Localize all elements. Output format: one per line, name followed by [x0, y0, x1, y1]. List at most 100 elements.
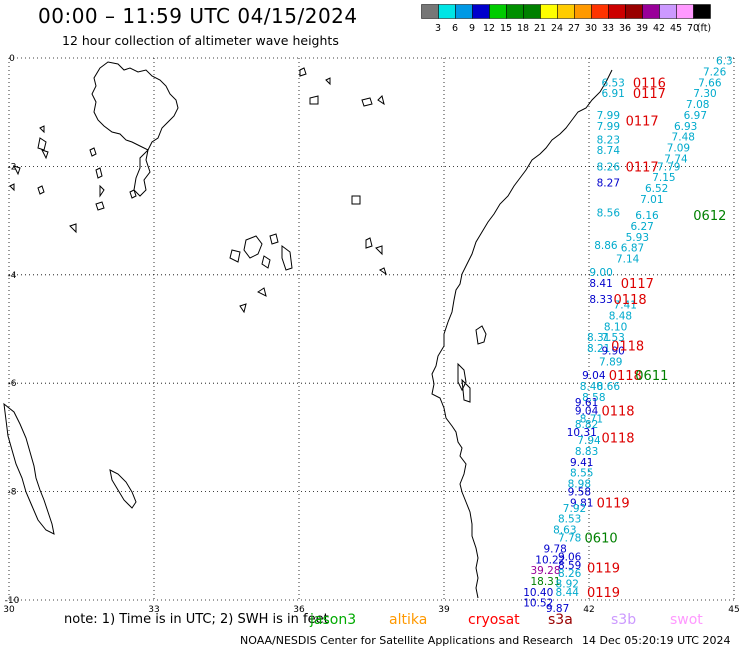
colorbar-unit-label: (ft)	[697, 23, 711, 34]
satellite-s3a-label: s3a	[548, 612, 573, 628]
pass-time-label: 0611	[635, 369, 668, 384]
pass-time-label: 0119	[587, 561, 620, 576]
pass-time-label: 0118	[614, 293, 647, 308]
wave-height-label: 8.33	[589, 294, 612, 306]
pass-time-label: 0117	[621, 277, 654, 292]
wave-height-label: 8.74	[597, 145, 621, 157]
wave-height-label: 9.90	[601, 346, 624, 358]
colorbar-swatch	[693, 4, 711, 19]
coastline	[3, 61, 613, 599]
lat-lon-grid	[8, 57, 735, 601]
wave-height-label: 8.23	[597, 134, 620, 146]
wave-height-label: 7.09	[667, 142, 690, 154]
colorbar-level-label: 9	[469, 23, 475, 34]
colorbar-level-label: 6	[452, 23, 458, 34]
wave-height-label: 7.89	[599, 357, 622, 369]
wave-height-label: 7.41	[614, 300, 637, 312]
wave-height-label: 8.41	[589, 278, 612, 290]
pass-time-label: 0118	[609, 369, 642, 384]
wave-height-label: 8.63	[553, 525, 576, 537]
wave-height-label: 7.08	[686, 99, 709, 111]
satellite-swot-label: swot	[670, 612, 703, 628]
axis-tick-labels: 30 33 36 39 42 45 0 -2 -4 -6 -8 -10	[3, 54, 739, 615]
colorbar-level-label: 21	[534, 23, 546, 34]
wave-height-label: 8.26	[558, 568, 582, 580]
satellite-jason3-label: jason3	[310, 612, 357, 628]
wave-height-label: 8.58	[582, 392, 605, 404]
wave-height-label: 9.87	[546, 603, 569, 615]
pass-time-label: 0117	[626, 160, 659, 175]
wave-height-label: 6.52	[645, 183, 668, 195]
wave-height-label: 8.59	[558, 560, 581, 572]
colorbar-level-label: 24	[551, 23, 563, 34]
wave-height-label: 8.40	[580, 381, 603, 393]
wave-height-label: 8.71	[580, 413, 603, 425]
wave-height-label: 7.26	[703, 67, 727, 79]
wave-height-label: 7.79	[657, 161, 680, 173]
wave-height-label: 7.74	[664, 153, 688, 165]
colorbar-level-label: 27	[568, 23, 580, 34]
wave-height-label: 9.58	[568, 487, 591, 499]
wave-height-label: 6.3	[716, 56, 733, 68]
wave-height-label: 8.31	[587, 332, 610, 344]
wave-height-label: 8.21	[587, 343, 610, 355]
wave-height-label: 7.48	[672, 132, 695, 144]
wave-height-label: 8.66	[597, 381, 621, 393]
pass-time-label: 0117	[633, 87, 666, 102]
satellite-s3b-label: s3b	[611, 612, 637, 628]
wave-height-label: 9.04	[575, 405, 599, 417]
wave-height-label: 8.48	[609, 310, 632, 322]
wave-height-label: 8.82	[575, 419, 598, 431]
x-tick-label: 45	[728, 605, 739, 615]
wave-height-label: 6.93	[674, 121, 697, 133]
wave-height-label: 10.22	[535, 554, 565, 566]
wave-height-label: 18.31	[530, 576, 560, 588]
colorbar-level-label: 12	[483, 23, 495, 34]
wave-height-label: 9.41	[570, 457, 593, 469]
wave-height-label: 8.10	[604, 321, 627, 333]
wave-height-label: 7.78	[558, 533, 581, 545]
colorbar-level-label: 33	[602, 23, 614, 34]
wave-height-label: 7.15	[652, 172, 675, 184]
pass-time-label: 0118	[601, 431, 634, 446]
pass-time-label: 0118	[601, 404, 634, 419]
pass-time-label: 0118	[611, 339, 644, 354]
wave-height-label: 8.98	[568, 478, 591, 490]
y-tick-label: 0	[9, 54, 15, 64]
wave-height-label: 8.27	[597, 178, 620, 190]
pass-time-label: 0612	[693, 209, 726, 224]
wave-height-label: 7.53	[601, 332, 624, 344]
wave-height-label: 9.06	[558, 552, 582, 564]
y-tick-label: -10	[5, 596, 20, 606]
wave-height-label: 6.97	[684, 110, 707, 122]
generation-timestamp: 14 Dec 05:20:19 UTC 2024	[582, 634, 731, 647]
colorbar-level-label: 15	[500, 23, 512, 34]
wave-height-label: 8.53	[558, 514, 581, 526]
wave-height-label: 8.86	[594, 240, 618, 252]
colorbar-level-label: 70	[687, 23, 699, 34]
colorbar-level-label: 36	[619, 23, 631, 34]
wave-height-label: 9.78	[543, 544, 566, 556]
wave-height-label: 7.94	[577, 435, 601, 447]
wave-height-label: 5.93	[626, 232, 649, 244]
wave-height-label: 6.27	[630, 221, 653, 233]
note-text: note: 1) Time is in UTC; 2) SWH is in fe…	[64, 612, 329, 627]
satellite-cryosat-label: cryosat	[468, 612, 520, 628]
colorbar-level-label: 30	[585, 23, 597, 34]
pass-time-label: 0119	[587, 586, 620, 601]
pass-time-label: 0117	[626, 114, 659, 129]
wave-height-label: 6.91	[601, 88, 624, 100]
wave-height-label: 7.01	[640, 194, 663, 206]
wave-height-label: 7.66	[698, 77, 722, 89]
altimeter-observations: 6.37.267.667.307.086.976.937.487.097.747…	[523, 56, 732, 615]
map-title: 00:00 – 11:59 UTC 04/15/2024	[38, 4, 358, 28]
wave-height-label: 8.26	[597, 161, 621, 173]
x-tick-label: 39	[438, 605, 450, 615]
wave-height-label: 7.99	[597, 121, 620, 133]
colorbar-level-label: 39	[636, 23, 648, 34]
y-tick-label: -2	[8, 162, 17, 172]
wave-height-label: 8.83	[575, 446, 598, 458]
wave-height-label: 7.30	[693, 88, 716, 100]
wave-height-label: 9.61	[575, 397, 598, 409]
wave-height-label: 10.40	[523, 587, 553, 599]
